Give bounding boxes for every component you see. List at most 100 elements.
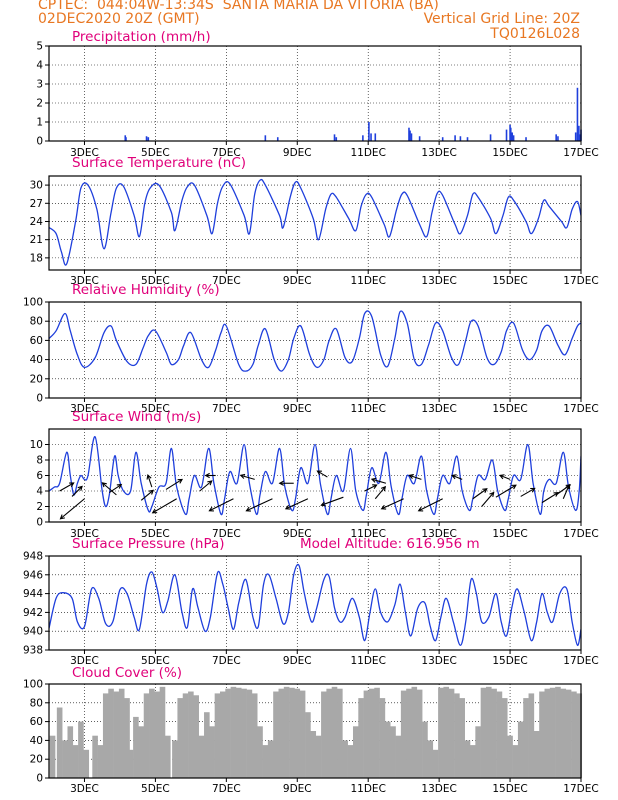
wind-arrow-head (284, 504, 291, 510)
x-tick-label: 9DEC (283, 275, 312, 287)
wind-arrow (371, 478, 387, 484)
x-tick-label: 13DEC (421, 403, 456, 415)
wind-arrow-head (370, 477, 377, 483)
header-station-line: CPTEC: 044:04W-13:34S SANTA MARIA DA VIT… (38, 0, 439, 13)
y-tick-label: 0 (36, 517, 43, 529)
wind-arrow (199, 480, 213, 492)
y-tick-label: 80 (30, 697, 43, 709)
cloud-bar (235, 687, 242, 778)
y-tick-label: 10 (30, 439, 43, 451)
wind-arrow (451, 474, 463, 480)
x-tick-label: 9DEC (283, 147, 312, 159)
wind-arrow-head (59, 514, 65, 520)
panel-4: 938 940 942 944 946 948 3DEC 5DEC 7DEC 9DEC 11DEC 1… (23, 536, 599, 667)
y-tick-label: 40 (30, 354, 43, 366)
panel-title: Surface Temperature (nC) (72, 155, 246, 171)
cloud-bar (491, 688, 497, 778)
wind-arrow-head (278, 480, 284, 486)
header-date: 02DEC2020 20Z (GMT) (38, 11, 200, 27)
y-tick-label: 0 (36, 773, 43, 785)
cloud-bar (337, 688, 343, 778)
cloud-bar (56, 707, 63, 778)
wind-arrow-head (380, 485, 387, 492)
wind-arrow (409, 474, 422, 480)
cloud-bar (379, 698, 386, 778)
cloud-bar (225, 688, 231, 778)
cloud-bar (374, 687, 380, 778)
x-tick-label: 3DEC (70, 275, 99, 287)
wind-arrow (71, 486, 83, 497)
x-tick-label: 7DEC (212, 528, 241, 540)
x-tick-label: 17DEC (563, 147, 598, 159)
wind-arrow-head (77, 485, 83, 491)
x-tick-label: 13DEC (421, 275, 456, 287)
series-line (49, 563, 581, 646)
panel-frame (48, 555, 582, 651)
wind-arrow-head (372, 484, 378, 490)
wind-arrow-head (116, 483, 123, 489)
wind-arrow (472, 488, 488, 500)
cloud-bar (480, 687, 487, 778)
cloud-bar (214, 693, 221, 778)
y-tick-label: 20 (30, 373, 43, 385)
cloud-bar (470, 745, 476, 778)
cloud-bar (384, 721, 391, 778)
x-tick-label: 15DEC (492, 528, 527, 540)
cloud-bar (363, 690, 370, 778)
cloud-bar (209, 726, 215, 778)
precip-bar (557, 136, 559, 141)
cloud-bar (172, 740, 178, 778)
cloud-bar (78, 721, 84, 778)
wind-arrow (364, 484, 377, 492)
cloud-bar (124, 698, 130, 778)
wind-arrow-head (151, 508, 158, 514)
cloud-bar (127, 749, 134, 778)
cloud-bar (443, 686, 450, 778)
wind-arrow-head (408, 474, 414, 480)
precip-bar (454, 135, 456, 141)
wind-arrow (209, 498, 234, 512)
cloud-bar (475, 726, 481, 778)
cloud-bar (432, 749, 439, 778)
cloud-bar (342, 740, 348, 778)
y-tick-label: 8 (36, 455, 43, 467)
x-tick-label: 5DEC (141, 147, 170, 159)
cloud-bar (368, 688, 375, 778)
wind-arrow (541, 492, 559, 504)
cloud-bar (571, 691, 577, 778)
wind-arrow (499, 474, 511, 480)
precip-bar (466, 137, 469, 141)
header-grid-note: Vertical Grid Line: 20Z (423, 11, 580, 27)
x-tick-label: 15DEC (492, 783, 527, 795)
x-tick-label: 5DEC (141, 275, 170, 287)
wind-arrow (59, 482, 74, 492)
x-tick-label: 15DEC (492, 403, 527, 415)
cloud-bar (159, 686, 166, 778)
wind-arrow-head (204, 472, 210, 479)
x-tick-label: 11DEC (350, 528, 385, 540)
cloud-bar (92, 735, 98, 778)
y-tick-label: 21 (30, 234, 43, 246)
cloud-bar (273, 691, 279, 778)
cloud-bar (427, 740, 434, 778)
x-tick-label: 9DEC (283, 783, 312, 795)
wind-arrow-head (177, 478, 184, 484)
cloud-bar (438, 687, 444, 778)
panel-title: Surface Pressure (hPa) (72, 536, 225, 552)
cloud-bar (347, 745, 354, 778)
y-tick-label: 40 (30, 735, 43, 747)
x-tick-label: 17DEC (563, 528, 598, 540)
wind-arrow (102, 482, 117, 496)
wind-arrow-head (146, 474, 152, 480)
cloud-bar (576, 693, 583, 778)
y-tick-label: 0 (36, 136, 43, 148)
cloud-bar (501, 698, 508, 778)
cloud-bar (198, 735, 205, 778)
panel-annotation: Model Altitude: 616.956 m (300, 536, 480, 552)
panel-title: Relative Humidity (%) (72, 282, 220, 298)
x-tick-label: 3DEC (70, 528, 99, 540)
y-tick-label: 60 (30, 335, 43, 347)
x-tick-label: 13DEC (421, 783, 456, 795)
precip-bar (408, 127, 410, 141)
precip-bar (576, 87, 579, 141)
